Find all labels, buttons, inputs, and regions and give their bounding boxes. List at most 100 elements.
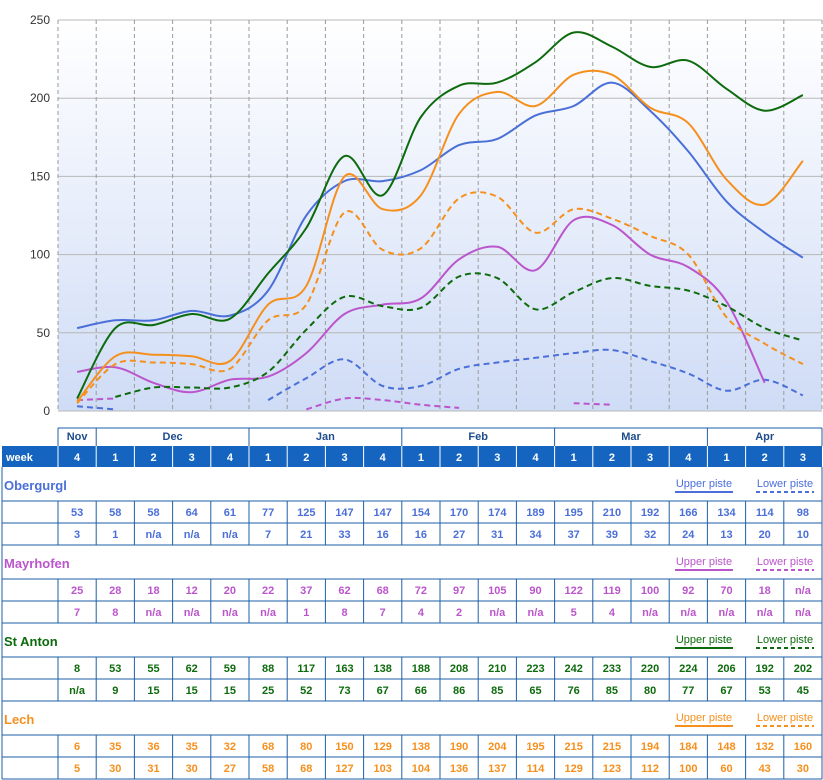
upper-cell: 97 (453, 585, 465, 597)
lower-cell: 67 (377, 685, 389, 697)
upper-cell: 129 (374, 741, 392, 753)
upper-cell: 195 (526, 741, 544, 753)
legend-upper-label: Upper piste (676, 712, 732, 724)
upper-cell: 150 (335, 741, 353, 753)
lower-cell: 4 (418, 607, 425, 619)
upper-cell: 18 (759, 585, 771, 597)
week-header-row: week 4 1 2 3 4 1 2 3 4 1 2 3 4 1 2 3 4 1 2 3 (2, 446, 822, 467)
lower-cell: 76 (568, 685, 580, 697)
upper-cell: 114 (756, 507, 775, 519)
lower-cell: 16 (415, 529, 427, 541)
upper-cell: 147 (374, 507, 392, 519)
legend-upper-label: Upper piste (676, 634, 732, 646)
upper-cell: 160 (794, 741, 812, 753)
lower-cell: n/a (642, 607, 659, 619)
month-label: Apr (755, 431, 775, 443)
lower-cell: 15 (147, 685, 159, 697)
upper-cell: 223 (526, 663, 544, 675)
resort-name: St Anton (4, 634, 58, 649)
week-label: 3 (494, 452, 500, 464)
upper-cell: 122 (565, 585, 583, 597)
month-label: Feb (468, 431, 488, 443)
legend-lower-label: Lower piste (757, 478, 813, 490)
upper-cell: 210 (603, 507, 621, 519)
upper-cell: 18 (147, 585, 159, 597)
lower-cell: 1 (112, 529, 118, 541)
upper-cell: 119 (603, 585, 621, 597)
series-line-obergurgl-upper (76, 81, 804, 330)
lower-cell: 31 (491, 529, 503, 541)
upper-cell: 22 (262, 585, 274, 597)
month-label: Nov (67, 431, 89, 443)
week-label: 2 (456, 452, 462, 464)
lower-cell: 66 (415, 685, 427, 697)
upper-cell: 233 (603, 663, 621, 675)
week-label: 3 (647, 452, 653, 464)
lower-cell: n/a (69, 685, 86, 697)
lower-cell: n/a (222, 529, 239, 541)
upper-cell: 202 (794, 663, 812, 675)
upper-cell: n/a (795, 585, 812, 597)
upper-cell: 55 (147, 663, 159, 675)
lower-cell: n/a (795, 607, 812, 619)
upper-cell: 125 (297, 507, 315, 519)
lower-cell: 73 (338, 685, 350, 697)
upper-cell: 64 (186, 507, 199, 519)
resort-name: Obergurgl (4, 478, 67, 493)
upper-cell: 53 (109, 663, 121, 675)
upper-cell: 154 (412, 507, 431, 519)
upper-cell: 134 (717, 507, 736, 519)
lower-cell: 15 (186, 685, 198, 697)
upper-cell: 59 (224, 663, 236, 675)
y-axis: 0 50 100 150 200 250 (30, 13, 50, 418)
resort-section-obergurgl: Obergurgl Upper piste Lower piste 53 58 58 64 6… (1, 467, 823, 546)
lower-cell: 112 (641, 763, 659, 775)
lower-cell: 67 (720, 685, 732, 697)
upper-cell: 147 (335, 507, 353, 519)
lower-cell: 34 (529, 529, 542, 541)
month-label: Jan (316, 431, 335, 443)
week-label: 2 (150, 452, 156, 464)
lower-cell: 100 (679, 763, 697, 775)
week-label: 3 (800, 452, 806, 464)
week-label: 1 (112, 452, 118, 464)
lower-cell: 65 (529, 685, 541, 697)
lower-cell: 80 (644, 685, 656, 697)
lower-cell: 137 (488, 763, 506, 775)
lower-cell: 1 (303, 607, 309, 619)
lower-cell: 21 (300, 529, 312, 541)
lower-cell: 58 (262, 763, 274, 775)
upper-cell: 70 (720, 585, 732, 597)
lower-cell: 85 (606, 685, 618, 697)
week-label: 1 (723, 452, 729, 464)
upper-cell: 62 (186, 663, 198, 675)
legend-upper-label: Upper piste (676, 478, 732, 490)
upper-cell: 92 (682, 585, 694, 597)
upper-cell: 215 (565, 741, 583, 753)
y-tick-label: 50 (37, 326, 51, 340)
upper-cell: 61 (224, 507, 236, 519)
upper-cell: 28 (109, 585, 121, 597)
lower-cell: 7 (74, 607, 80, 619)
upper-cell: 188 (412, 663, 430, 675)
y-tick-label: 0 (43, 404, 50, 418)
upper-cell: 90 (529, 585, 541, 597)
upper-cell: 195 (565, 507, 583, 519)
week-label: 4 (685, 452, 692, 464)
lower-cell: 53 (759, 685, 771, 697)
lower-cell: 68 (300, 763, 312, 775)
lower-cell: 13 (720, 529, 732, 541)
upper-cell: 132 (756, 741, 774, 753)
resort-name: Lech (4, 712, 34, 727)
upper-cell: 174 (488, 507, 507, 519)
upper-cell: 72 (415, 585, 427, 597)
lower-cell: 52 (300, 685, 312, 697)
upper-cell: 100 (641, 585, 659, 597)
upper-cell: 220 (641, 663, 659, 675)
upper-cell: 163 (335, 663, 353, 675)
lower-cell: n/a (222, 607, 239, 619)
week-label: 2 (303, 452, 309, 464)
upper-cell: 138 (374, 663, 392, 675)
lower-cell: 15 (224, 685, 236, 697)
series-line-lech-upper (76, 69, 804, 403)
